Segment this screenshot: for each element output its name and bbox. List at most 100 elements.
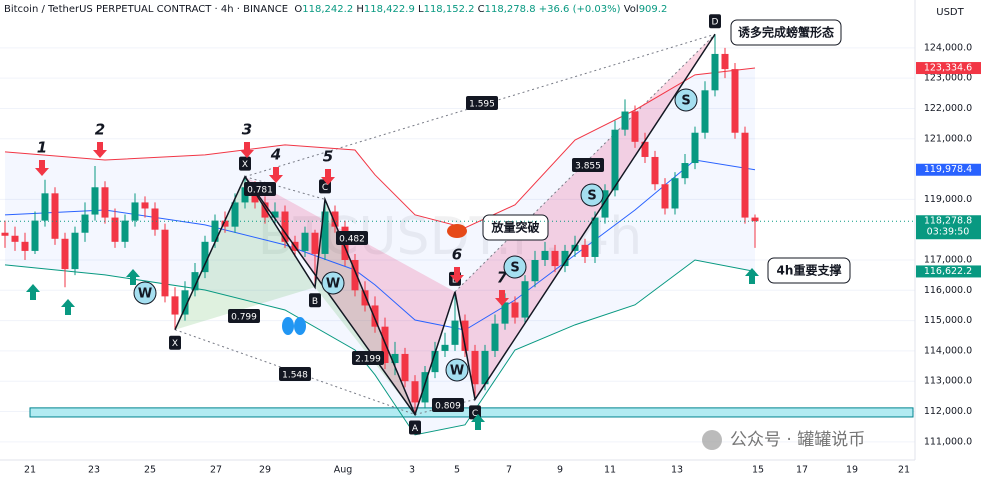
- candle-body: [671, 178, 679, 209]
- candle-body: [101, 187, 109, 218]
- candle-body: [681, 163, 689, 179]
- candle-body: [211, 220, 219, 242]
- wave-number: 1: [37, 139, 47, 157]
- callout-text: 诱多完成螃蟹形态: [738, 25, 834, 40]
- x-tick-label: 15: [752, 465, 764, 476]
- candle-body: [151, 208, 159, 230]
- up-arrow: [471, 414, 485, 430]
- candle-body: [51, 193, 59, 239]
- candle-body: [431, 350, 439, 373]
- down-arrow: [321, 169, 335, 185]
- volume: 909.2: [638, 4, 668, 15]
- y-tick-label: 115,000.0: [924, 315, 972, 326]
- x-tick-label: Aug: [334, 465, 353, 476]
- vol-key: Vol: [623, 4, 639, 15]
- x-tick-label: 25: [144, 465, 156, 476]
- candle-body: [71, 232, 79, 270]
- ohlc-key: O: [294, 4, 303, 15]
- candle-body: [631, 111, 639, 142]
- vertex-label: D: [712, 18, 719, 28]
- candle-body: [471, 350, 479, 385]
- price-label: 123,334.6: [924, 63, 972, 74]
- ratio-box: [279, 367, 311, 381]
- wave-number: 2: [95, 121, 105, 139]
- candle-body: [481, 350, 489, 385]
- signal-label: S: [587, 189, 596, 204]
- candle-body: [331, 211, 339, 227]
- crab-icon: [447, 224, 467, 238]
- candle-body: [281, 211, 289, 242]
- ohlc-value: 118,242.2: [302, 4, 354, 15]
- price-label: 118,278.8: [924, 216, 972, 227]
- vertex-label: C: [322, 183, 328, 193]
- candle-body: [561, 250, 569, 267]
- signal-label: W: [326, 277, 340, 292]
- candle-body: [121, 220, 129, 242]
- signal-circle: [580, 183, 604, 207]
- candle-body: [751, 217, 759, 222]
- signal-circle: [133, 281, 157, 305]
- pattern-fill: [455, 34, 715, 400]
- change: +36.6 (+0.03%): [538, 4, 621, 15]
- ratio-box: [336, 231, 368, 245]
- ohlc-value: 118,278.8: [484, 4, 536, 15]
- candle-body: [411, 381, 419, 403]
- x-tick-label: 23: [88, 465, 100, 476]
- price-label-box: [916, 265, 981, 278]
- y-tick-label: 113,000.0: [924, 376, 972, 387]
- ratio-label: 0.482: [339, 235, 365, 245]
- ohlc-value: 118,422.9: [363, 4, 415, 15]
- ratio-label: 0.809: [435, 402, 461, 412]
- x-tick-label: 21: [24, 465, 36, 476]
- x-tick-label: 27: [210, 465, 222, 476]
- wave-number: 3: [242, 121, 252, 139]
- candle-body: [391, 353, 399, 364]
- signal-circle: [445, 358, 469, 382]
- down-arrow: [269, 167, 283, 183]
- candle-body: [111, 217, 119, 242]
- signal-label: S: [510, 261, 519, 276]
- candle-body: [201, 241, 209, 273]
- ratio-label: 3.855: [575, 162, 601, 172]
- candle-body: [381, 326, 389, 364]
- signal-circle: [503, 255, 527, 279]
- down-arrow: [240, 142, 254, 158]
- ratio-box: [352, 351, 384, 365]
- candle-body: [31, 220, 39, 251]
- vertex-box: [169, 335, 181, 350]
- signal-label: W: [450, 364, 464, 379]
- pattern-line: [244, 33, 716, 417]
- footer-icon: [702, 430, 722, 450]
- price-label-box: [916, 62, 981, 75]
- candle-body: [271, 211, 279, 218]
- candle-body: [321, 211, 329, 254]
- down-arrow: [495, 290, 509, 306]
- candle-body: [301, 232, 309, 251]
- price-label-box: [916, 163, 981, 176]
- ohlc-key: L: [418, 4, 424, 15]
- y-tick-label: 112,000.0: [924, 406, 972, 417]
- candle-body: [41, 193, 49, 221]
- candle-body: [491, 323, 499, 351]
- y-tick-label: 117,000.0: [924, 255, 972, 266]
- signal-circle: [321, 271, 345, 295]
- callout-box: [730, 19, 842, 46]
- footer: 公众号 · 罐罐说币: [730, 430, 865, 450]
- bollinger-band: [4, 159, 756, 331]
- candle-body: [81, 214, 89, 233]
- y-tick-label: 123,000.0: [924, 73, 972, 84]
- ratio-box: [432, 398, 464, 412]
- callout-text: 放量突破: [490, 220, 539, 235]
- x-tick-label: 29: [259, 465, 271, 476]
- candle-body: [541, 250, 549, 260]
- ratio-label: 0.799: [231, 313, 257, 323]
- candle-body: [171, 296, 179, 315]
- candle-body: [731, 69, 739, 133]
- candle-body: [611, 129, 619, 191]
- y-tick-label: 122,000.0: [924, 103, 972, 114]
- up-arrow: [26, 284, 40, 300]
- candle-body: [711, 53, 719, 91]
- y-tick-label: 114,000.0: [924, 345, 972, 356]
- signal-label: S: [681, 94, 690, 109]
